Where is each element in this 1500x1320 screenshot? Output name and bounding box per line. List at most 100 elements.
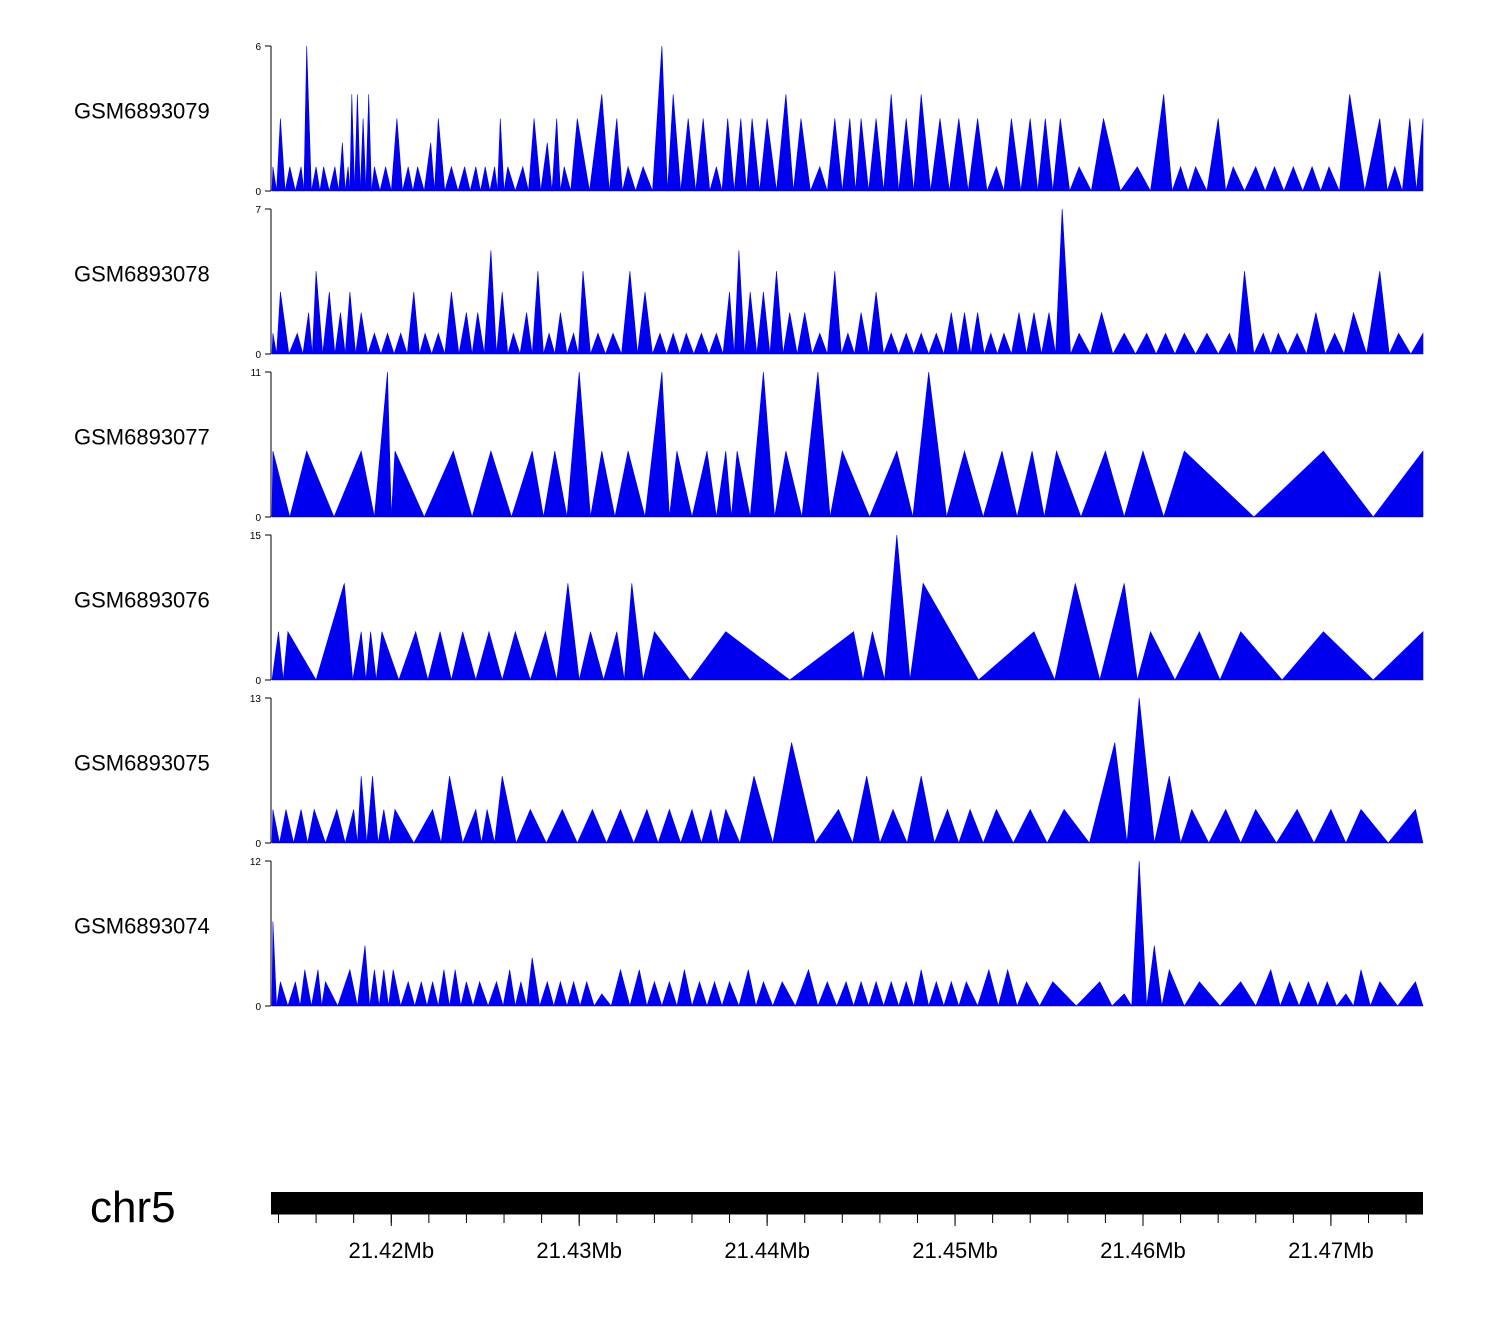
coverage-peak bbox=[554, 312, 568, 355]
coverage-peak bbox=[1401, 118, 1417, 192]
coverage-peak bbox=[469, 166, 481, 192]
coverage-peak bbox=[661, 980, 678, 1007]
coverage-peak bbox=[635, 165, 653, 192]
coverage-peak bbox=[657, 808, 682, 844]
coverage-peak bbox=[898, 118, 915, 192]
coverage-peak bbox=[967, 118, 988, 192]
coverage-peak bbox=[826, 271, 842, 355]
coverage-peak bbox=[693, 332, 710, 355]
coverage-peak bbox=[706, 980, 723, 1007]
coverage-peak bbox=[366, 776, 379, 844]
coverage-peak bbox=[788, 631, 864, 681]
coverage-peak bbox=[622, 165, 637, 192]
coverage-peak bbox=[1270, 332, 1289, 355]
coverage-peak bbox=[997, 968, 1018, 1007]
coverage-peak bbox=[1275, 808, 1315, 844]
coverage-peak bbox=[852, 776, 881, 844]
coverage-peak bbox=[352, 631, 367, 681]
coverage-peak bbox=[487, 980, 504, 1007]
coverage-peak bbox=[1298, 980, 1319, 1007]
y-min-label: 0 bbox=[255, 350, 261, 361]
coverage-peak bbox=[983, 332, 998, 355]
coverage-peak bbox=[738, 969, 757, 1007]
coverage-peak bbox=[1123, 450, 1165, 518]
coverage-peak bbox=[884, 534, 911, 681]
coverage-peak bbox=[556, 583, 580, 681]
coverage-peak bbox=[826, 118, 843, 192]
coverage-peak bbox=[481, 809, 495, 844]
coverage-peak bbox=[328, 166, 340, 192]
coverage-peak bbox=[1387, 808, 1424, 844]
coverage-peak bbox=[1264, 165, 1285, 192]
coverage-peak bbox=[423, 142, 435, 192]
coverage-peak bbox=[982, 808, 1014, 844]
coverage-peak bbox=[1306, 312, 1326, 355]
coverage-peak bbox=[1416, 118, 1424, 192]
coverage-peak bbox=[1219, 981, 1257, 1007]
coverage-peak bbox=[1011, 312, 1027, 355]
coverage-peak bbox=[406, 291, 420, 355]
coverage-peak bbox=[652, 332, 668, 355]
coverage-peak bbox=[570, 118, 590, 192]
coverage-peak bbox=[531, 271, 544, 355]
coverage-peak bbox=[811, 332, 828, 355]
coverage-peak bbox=[644, 371, 670, 518]
coverage-peak bbox=[949, 118, 969, 192]
y-max-label: 11 bbox=[251, 368, 262, 379]
coverage-peak bbox=[1388, 332, 1412, 355]
coverage-peak bbox=[1217, 332, 1238, 355]
coverage-peak bbox=[633, 808, 659, 844]
coverage-peak bbox=[402, 166, 414, 192]
coverage-peak bbox=[284, 166, 296, 192]
coverage-peak bbox=[898, 332, 915, 355]
coverage-peak bbox=[1208, 808, 1242, 844]
chromosome-bar bbox=[271, 1192, 1423, 1214]
coverage-peak bbox=[1174, 630, 1221, 681]
coverage-peak bbox=[337, 968, 358, 1007]
coverage-peak bbox=[371, 166, 381, 192]
track-GSM6893074: GSM6893074 12 0 bbox=[74, 857, 1424, 1013]
y-max-label: 12 bbox=[250, 857, 262, 868]
track-label: GSM6893079 bbox=[74, 99, 210, 124]
position-label: 21.45Mb bbox=[912, 1238, 998, 1263]
coverage-peak bbox=[608, 118, 623, 192]
coverage-peak bbox=[475, 630, 503, 681]
coverage-peak bbox=[1054, 583, 1101, 681]
coverage-peak bbox=[315, 583, 354, 681]
coverage-peak bbox=[514, 165, 529, 192]
coverage-peak bbox=[271, 333, 277, 355]
coverage-peak bbox=[928, 980, 945, 1007]
coverage-peak bbox=[1369, 981, 1399, 1007]
coverage-peak bbox=[1353, 969, 1371, 1007]
coverage-peak bbox=[958, 808, 984, 844]
coverage-peak bbox=[528, 118, 542, 192]
coverage-peak bbox=[444, 165, 459, 192]
coverage-peak bbox=[676, 969, 693, 1007]
coverage-peak bbox=[1183, 981, 1221, 1007]
coverage-peak bbox=[836, 980, 855, 1007]
coverage-peak bbox=[1253, 332, 1272, 355]
track-GSM6893075: GSM6893075 13 0 bbox=[74, 694, 1424, 850]
coverage-peak bbox=[739, 776, 774, 844]
coverage-peak bbox=[271, 631, 284, 681]
coverage-peak bbox=[543, 451, 568, 518]
coverage-peak bbox=[1219, 631, 1283, 681]
coverage-peak bbox=[1339, 94, 1366, 192]
coverage-peak bbox=[471, 312, 485, 355]
coverage-peak bbox=[1187, 165, 1208, 192]
coverage-peak bbox=[426, 981, 439, 1007]
coverage-peak bbox=[722, 291, 735, 355]
coverage-peak bbox=[271, 921, 277, 1007]
coverage-peak bbox=[814, 808, 854, 844]
coverage-peak bbox=[854, 312, 869, 355]
track-GSM6893077: GSM6893077 11 0 bbox=[74, 368, 1424, 524]
coverage-peak bbox=[943, 312, 959, 355]
coverage-peak bbox=[440, 776, 464, 844]
coverage-peak bbox=[1283, 165, 1304, 192]
coverage-peak bbox=[579, 980, 595, 1007]
coverage-peak bbox=[311, 166, 321, 192]
coverage-peak bbox=[982, 451, 1018, 518]
coverage-peak bbox=[590, 332, 606, 355]
coverage-peak bbox=[646, 980, 663, 1007]
